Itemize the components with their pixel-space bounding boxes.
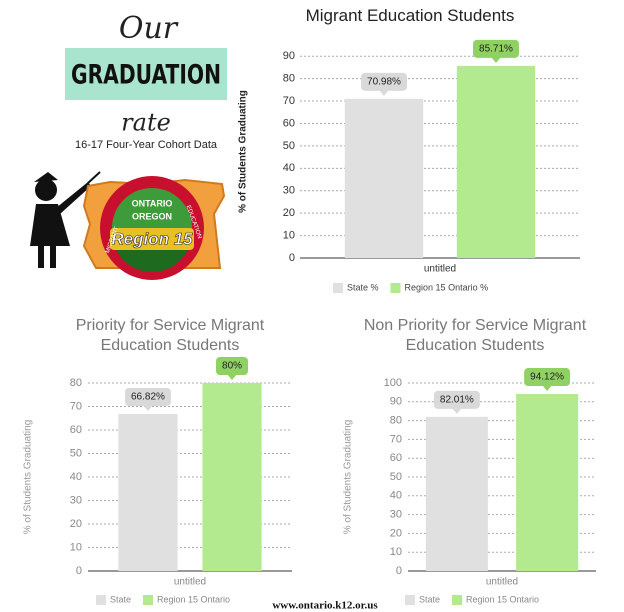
y-axis-label: % of Students Graduating bbox=[23, 420, 34, 535]
legend-label: State % bbox=[347, 282, 379, 292]
y-tick-label: 10 bbox=[283, 229, 295, 241]
legend-label: Region 15 Ontario bbox=[466, 594, 539, 604]
y-tick-label: 70 bbox=[283, 95, 295, 107]
logo-region: Region 15 bbox=[111, 229, 193, 248]
value-label: 70.98% bbox=[367, 76, 401, 87]
y-tick-label: 100 bbox=[384, 377, 402, 389]
y-tick-label: 30 bbox=[283, 185, 295, 197]
y-tick-label: 80 bbox=[390, 415, 402, 427]
y-tick-label: 30 bbox=[390, 509, 402, 521]
value-label: 82.01% bbox=[440, 394, 474, 405]
chart-title: Migrant Education Students bbox=[280, 6, 540, 26]
legend-label: Region 15 Ontario bbox=[157, 594, 230, 604]
footer-url: www.ontario.k12.or.us bbox=[272, 600, 378, 612]
y-tick-label: 60 bbox=[283, 117, 295, 129]
logo: ONTARIO OREGON Region 15 MIGRANT EDUCATI… bbox=[84, 176, 224, 280]
bar bbox=[457, 66, 535, 258]
y-tick-label: 0 bbox=[396, 565, 402, 577]
y-tick-label: 40 bbox=[70, 471, 82, 483]
x-tick-label: untitled bbox=[174, 577, 206, 588]
y-tick-label: 70 bbox=[70, 400, 82, 412]
y-axis-label: % of Students Graduating bbox=[238, 90, 249, 213]
y-tick-label: 40 bbox=[390, 490, 402, 502]
legend-label: State bbox=[419, 594, 440, 604]
value-label: 80% bbox=[222, 361, 242, 372]
logo-oregon: OREGON bbox=[132, 211, 172, 221]
x-tick-label: untitled bbox=[486, 577, 518, 588]
x-tick-label: untitled bbox=[424, 264, 456, 275]
legend-label: Region 15 Ontario % bbox=[405, 282, 489, 292]
y-tick-label: 10 bbox=[390, 546, 402, 558]
y-tick-label: 0 bbox=[289, 252, 295, 264]
infographic: Our GRADUATION rate 16-17 Four-Year Coho… bbox=[0, 0, 624, 612]
header-subtitle: 16-17 Four-Year Cohort Data bbox=[75, 139, 218, 151]
bar bbox=[202, 383, 261, 571]
y-tick-label: 30 bbox=[70, 494, 82, 506]
chart-title: Priority for Service Migrant Education S… bbox=[55, 316, 285, 356]
y-tick-label: 20 bbox=[70, 518, 82, 530]
legend-swatch bbox=[333, 283, 343, 293]
y-tick-label: 60 bbox=[390, 452, 402, 464]
y-tick-label: 80 bbox=[283, 73, 295, 85]
chart-title: Non Priority for Service Migrant Educati… bbox=[350, 316, 600, 356]
bar bbox=[426, 417, 488, 571]
header-our: Our bbox=[119, 11, 179, 46]
y-tick-label: 80 bbox=[70, 377, 82, 389]
bar bbox=[345, 99, 423, 258]
y-tick-label: 90 bbox=[283, 50, 295, 62]
y-tick-label: 40 bbox=[283, 162, 295, 174]
legend-swatch bbox=[96, 595, 106, 605]
y-tick-label: 10 bbox=[70, 541, 82, 553]
value-label: 66.82% bbox=[131, 392, 165, 403]
legend-swatch bbox=[143, 595, 153, 605]
bar bbox=[118, 414, 177, 571]
bar bbox=[516, 394, 578, 571]
legend-label: State bbox=[110, 594, 131, 604]
header-graduation: GRADUATION bbox=[71, 60, 221, 91]
y-tick-label: 70 bbox=[390, 433, 402, 445]
page: Our GRADUATION rate 16-17 Four-Year Coho… bbox=[0, 0, 624, 612]
y-tick-label: 20 bbox=[283, 207, 295, 219]
legend-swatch bbox=[452, 595, 462, 605]
y-tick-label: 20 bbox=[390, 527, 402, 539]
value-label: 94.12% bbox=[530, 372, 564, 383]
y-axis-label: % of Students Graduating bbox=[343, 420, 354, 535]
y-tick-label: 60 bbox=[70, 424, 82, 436]
y-tick-label: 50 bbox=[70, 447, 82, 459]
legend-swatch bbox=[391, 283, 401, 293]
y-tick-label: 0 bbox=[76, 565, 82, 577]
y-tick-label: 90 bbox=[390, 396, 402, 408]
header-rate: rate bbox=[121, 109, 171, 137]
legend-swatch bbox=[405, 595, 415, 605]
value-label: 85.71% bbox=[479, 43, 513, 54]
y-tick-label: 50 bbox=[283, 140, 295, 152]
logo-ontario: ONTARIO bbox=[132, 198, 173, 208]
y-tick-label: 50 bbox=[390, 471, 402, 483]
